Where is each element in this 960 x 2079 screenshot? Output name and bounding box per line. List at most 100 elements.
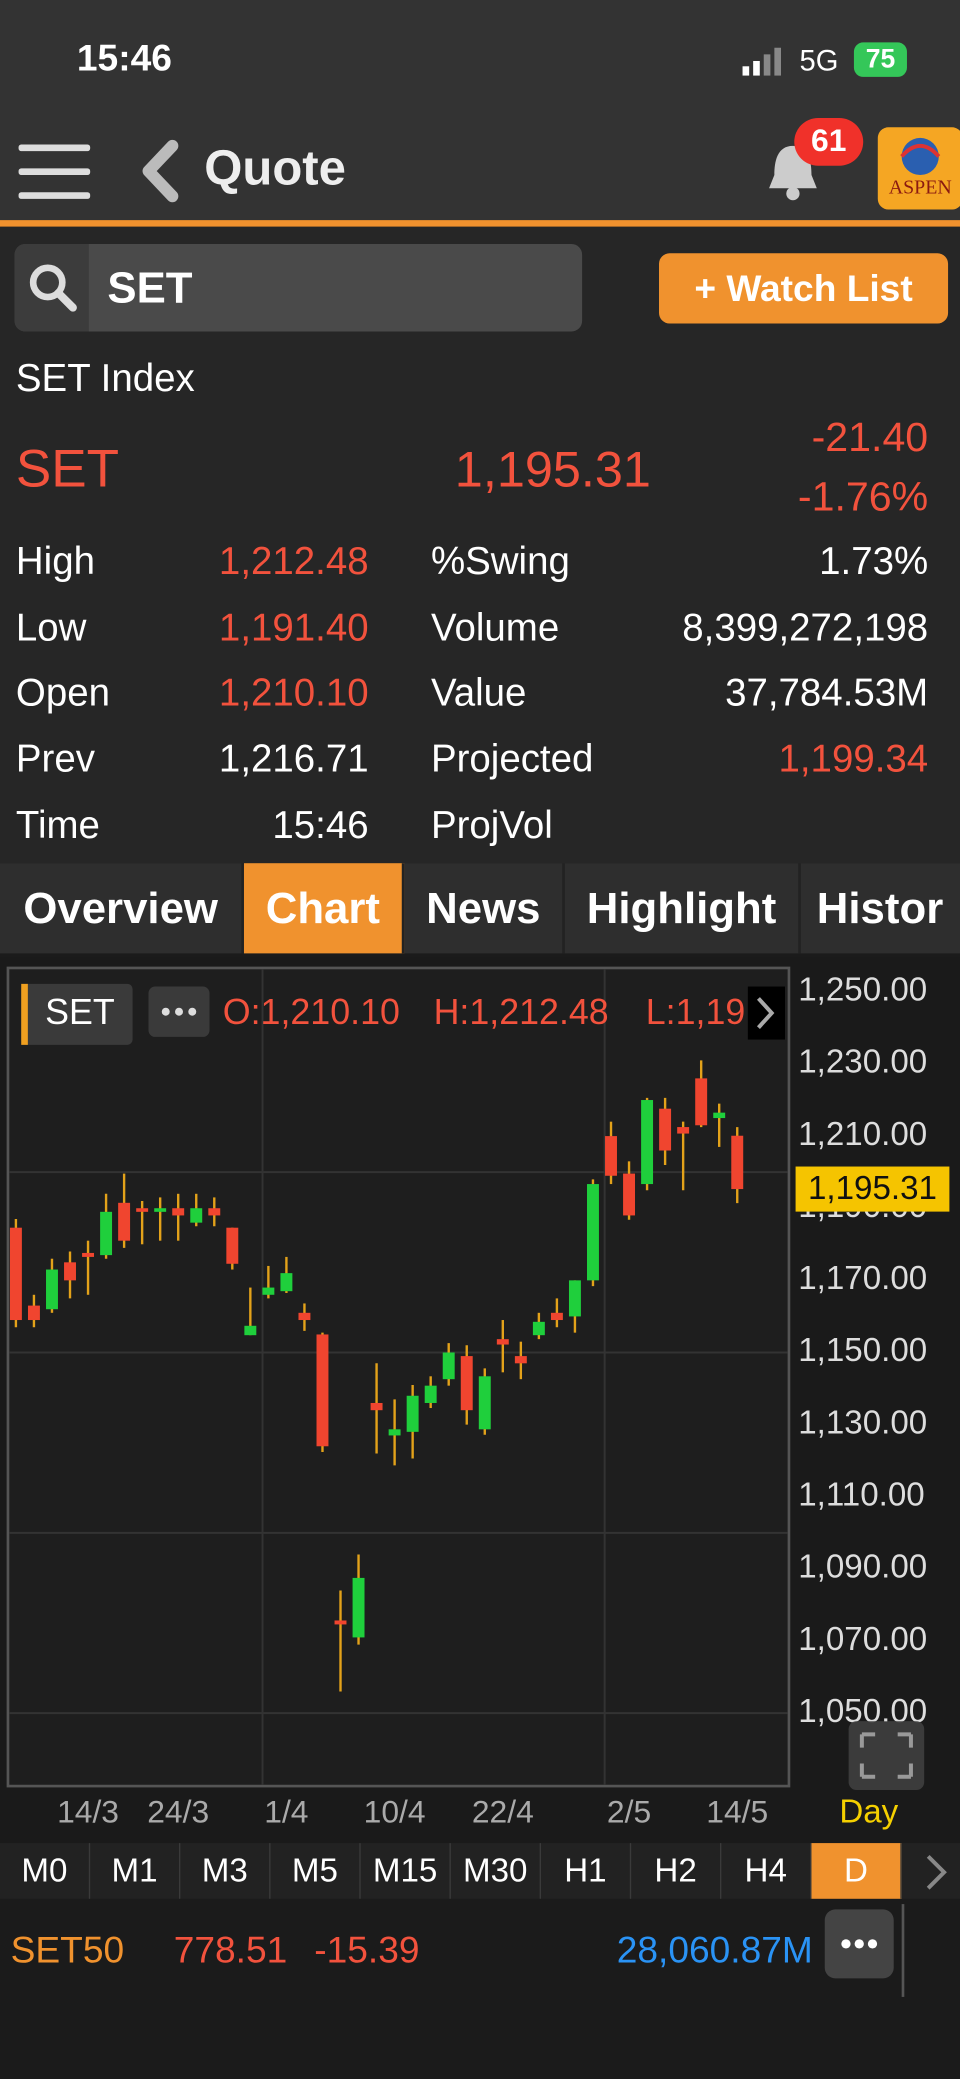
stat-label: Open [15, 672, 110, 715]
candle-body [9, 1227, 22, 1321]
stat-value: 1,210.10 [218, 672, 369, 715]
stat-label: Low [15, 607, 87, 650]
timeframe[interactable]: H4 [721, 1843, 812, 1899]
stat-value: 1,199.34 [778, 738, 929, 781]
timeframe[interactable]: M3 [180, 1843, 271, 1899]
stat-label: Value [430, 672, 527, 715]
plot-frame [6, 966, 791, 1788]
timeframe[interactable]: M15 [361, 1843, 451, 1899]
quote-name: SET Index [15, 358, 195, 401]
candle-body [532, 1321, 545, 1336]
ticker-price: 778.51 [173, 1929, 288, 1971]
x-tick-label: 2/5 [607, 1793, 651, 1829]
candle-body [731, 1135, 744, 1190]
search-icon [29, 264, 77, 312]
logo[interactable]: ASPEN [877, 127, 960, 210]
chart: SET O:1,210.10 H:1,212.48 L:1,19 1,250.00 1… [0, 957, 960, 1844]
candle-body [605, 1136, 617, 1176]
ticker-change: -15.39 [314, 1929, 420, 1971]
x-tick-label: 1/4 [264, 1793, 308, 1829]
ohlc-item: O:1,210.10 [223, 992, 400, 1032]
candle-body [226, 1227, 239, 1264]
period-label[interactable]: Day [839, 1794, 898, 1831]
menu-button[interactable] [16, 141, 96, 207]
timeframe[interactable]: M1 [90, 1843, 181, 1899]
page-title: Quote [204, 140, 346, 195]
stat-label: Prev [15, 738, 95, 781]
last-price-label: 1,195.31 [808, 1170, 937, 1207]
candle-body [46, 1269, 58, 1310]
search-query: SET [107, 262, 193, 312]
watch-list-button[interactable]: + Watch List [659, 253, 949, 324]
y-tick-label: 1,090.00 [798, 1549, 927, 1586]
candle-body [262, 1287, 275, 1295]
candle-body [370, 1402, 383, 1411]
candle-body [424, 1385, 437, 1403]
back-button[interactable] [133, 138, 186, 204]
candle-body [208, 1208, 221, 1216]
candle-body [118, 1202, 131, 1241]
grid [9, 1171, 788, 1715]
y-tick-label: 1,150.00 [798, 1332, 927, 1369]
candle-body [641, 1100, 654, 1185]
candle-body [496, 1339, 509, 1345]
stat-label: Projected [430, 738, 594, 781]
candle-body [190, 1208, 203, 1223]
candle-body [568, 1280, 581, 1317]
stat-label: %Swing [430, 540, 570, 584]
quote-symbol: SET [15, 440, 120, 499]
stat-label: High [15, 540, 96, 584]
stat-label: Volume [430, 607, 560, 650]
x-axis: 14/3 24/3 1/4 10/4 22/4 2/5 14/5 [57, 1793, 768, 1829]
status-time: 15:46 [76, 37, 172, 79]
y-tick-label: 1,230.00 [798, 1044, 927, 1081]
candle-body [478, 1376, 491, 1430]
x-tick-label: 14/5 [706, 1793, 768, 1829]
candle-body [316, 1334, 329, 1447]
x-tick-label: 10/4 [364, 1793, 426, 1829]
search-box[interactable]: SET [14, 243, 583, 332]
timeframe[interactable]: H2 [631, 1843, 722, 1899]
candle-body [659, 1108, 672, 1151]
signal-icon [742, 47, 781, 76]
candle-body [82, 1252, 95, 1257]
candle-body [154, 1208, 167, 1212]
timeframe-more[interactable] [915, 1846, 960, 1899]
tab[interactable]: News [404, 863, 565, 954]
quote-last: 1,195.31 [454, 442, 651, 499]
fullscreen-button[interactable] [848, 1721, 925, 1791]
timeframe[interactable]: D [811, 1843, 902, 1899]
candle-body [460, 1356, 473, 1411]
last-price-box [795, 1166, 950, 1212]
stat-label: ProjVol [430, 804, 553, 848]
ohlc-item: L:1,19 [646, 992, 746, 1032]
stat-value: 15:46 [272, 804, 369, 848]
stat-value: 1,212.48 [218, 540, 369, 584]
candle-body [514, 1356, 527, 1364]
network: 5G [799, 43, 839, 77]
ticker-symbol[interactable]: SET50 [10, 1929, 125, 1971]
candle-body [442, 1352, 455, 1380]
ohlc-scroll[interactable] [747, 986, 785, 1040]
timeframe[interactable]: M30 [451, 1843, 541, 1899]
tab[interactable]: Chart [243, 863, 405, 954]
candle-body [550, 1312, 563, 1321]
stat-label: Time [15, 804, 100, 848]
ticker-menu[interactable] [824, 1909, 894, 1979]
ohlc-item: H:1,212.48 [434, 992, 609, 1032]
notification-badge: 61 [794, 118, 864, 166]
logo-text: ASPEN [888, 177, 952, 199]
symbol-chip[interactable] [21, 983, 133, 1045]
y-tick-label: 1,250.00 [798, 972, 927, 1009]
stat-value: 8,399,272,198 [682, 607, 929, 650]
tab[interactable]: Highlight [565, 863, 801, 954]
candle-body [388, 1429, 401, 1436]
timeframe[interactable]: H1 [541, 1843, 632, 1899]
timeframe[interactable]: M0 [0, 1843, 91, 1899]
tab[interactable]: Histor [816, 883, 944, 933]
x-tick-label: 24/3 [147, 1793, 209, 1829]
timeframe[interactable]: M5 [270, 1843, 361, 1899]
tab[interactable]: Overview [0, 863, 244, 954]
candle-body [100, 1211, 113, 1256]
